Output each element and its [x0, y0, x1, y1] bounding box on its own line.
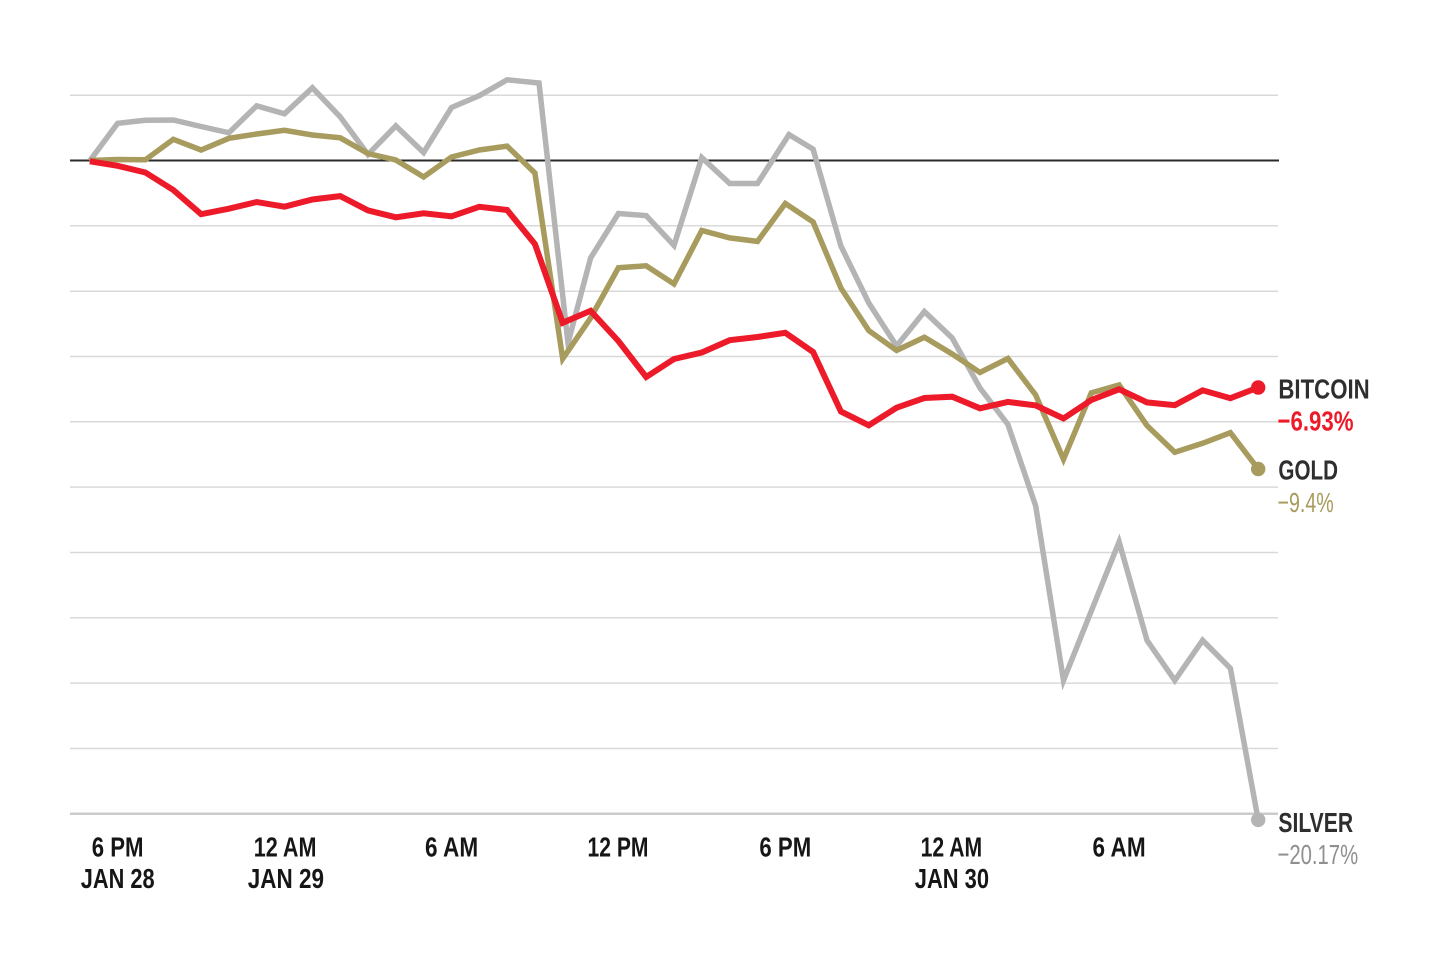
- svg-text:6 PM: 6 PM: [759, 831, 811, 862]
- svg-text:JAN 28: JAN 28: [81, 863, 155, 894]
- svg-text:−6.93%: −6.93%: [1278, 405, 1354, 436]
- svg-text:−9.4%: −9.4%: [1278, 487, 1334, 518]
- svg-text:12 AM: 12 AM: [254, 831, 317, 862]
- svg-text:12 AM: 12 AM: [921, 831, 983, 862]
- svg-text:6 PM: 6 PM: [92, 831, 144, 862]
- svg-text:6 AM: 6 AM: [425, 831, 478, 862]
- svg-text:12 PM: 12 PM: [588, 831, 649, 862]
- svg-text:−20.17%: −20.17%: [1278, 839, 1359, 870]
- svg-text:6 AM: 6 AM: [1093, 831, 1146, 862]
- svg-text:JAN 30: JAN 30: [915, 863, 989, 894]
- svg-text:JAN 29: JAN 29: [248, 863, 324, 894]
- svg-text:GOLD: GOLD: [1278, 455, 1338, 486]
- svg-text:BITCOIN: BITCOIN: [1278, 373, 1369, 404]
- svg-text:SILVER: SILVER: [1278, 807, 1353, 838]
